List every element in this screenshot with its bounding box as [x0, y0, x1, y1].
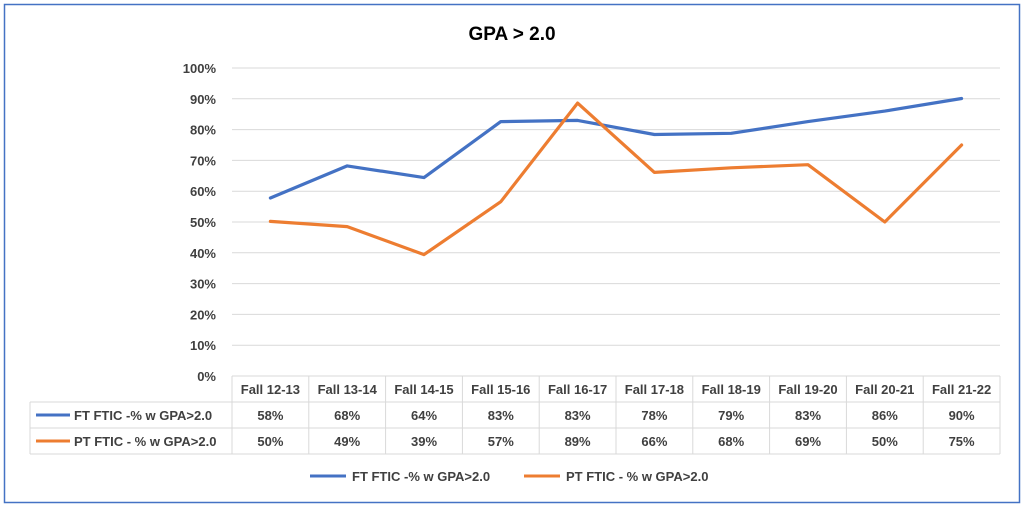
table-cell-value: 86% [872, 408, 898, 423]
y-tick-label: 50% [190, 215, 216, 230]
x-category-label: Fall 12-13 [241, 382, 300, 397]
y-tick-label: 90% [190, 92, 216, 107]
table-series-name: FT FTIC -% w GPA>2.0 [74, 408, 212, 423]
table-cell-value: 83% [488, 408, 514, 423]
table-cell-value: 75% [949, 434, 975, 449]
table-cell-value: 57% [488, 434, 514, 449]
data-table: Fall 12-13 Fall 13-14 Fall 14-15 Fall 15-16… [29, 376, 1001, 455]
x-category-label: Fall 19-20 [778, 382, 837, 397]
y-tick-label: 30% [190, 277, 216, 292]
y-tick-label: 20% [190, 307, 216, 322]
table-cell-value: 83% [795, 408, 821, 423]
table-cell-value: 64% [411, 408, 437, 423]
y-tick-label: 60% [190, 184, 216, 199]
table-cell-value: 78% [641, 408, 667, 423]
table-cell-value: 69% [795, 434, 821, 449]
x-category-label: Fall 18-19 [702, 382, 761, 397]
table-cell-value: 49% [334, 434, 360, 449]
x-category-label: Fall 20-21 [855, 382, 914, 397]
table-cell-value: 89% [565, 434, 591, 449]
series-lines [268, 96, 964, 257]
x-category-label: Fall 16-17 [548, 382, 607, 397]
legend-label: FT FTIC -% w GPA>2.0 [352, 469, 490, 484]
x-category-label: Fall 15-16 [471, 382, 530, 397]
y-tick-label: 100% [183, 61, 217, 76]
y-tick-label: 10% [190, 338, 216, 353]
table-cell-value: 50% [257, 434, 283, 449]
x-category-label: Fall 14-15 [394, 382, 453, 397]
y-tick-label: 70% [190, 153, 216, 168]
x-category-label: Fall 17-18 [625, 382, 684, 397]
table-cell-value: 39% [411, 434, 437, 449]
y-axis-ticks: 0% 10% 20% 30% 40% 50% 60% 70% 80% 90% 100% [183, 61, 217, 384]
table-cell-value: 68% [718, 434, 744, 449]
legend-label: PT FTIC - % w GPA>2.0 [566, 469, 708, 484]
table-cell-value: 90% [949, 408, 975, 423]
gridlines [232, 67, 1000, 377]
table-cell-value: 66% [641, 434, 667, 449]
x-category-label: Fall 21-22 [932, 382, 991, 397]
series-line-pt-ftic [268, 101, 964, 257]
chart-frame [3, 3, 1021, 504]
table-cell-value: 79% [718, 408, 744, 423]
table-series-name: PT FTIC - % w GPA>2.0 [74, 434, 216, 449]
y-tick-label: 40% [190, 246, 216, 261]
table-cell-value: 68% [334, 408, 360, 423]
legend: FT FTIC -% w GPA>2.0 PT FTIC - % w GPA>2.… [310, 469, 708, 484]
y-tick-label: 80% [190, 123, 216, 138]
chart-title: GPA > 2.0 [468, 24, 555, 45]
table-cell-value: 83% [565, 408, 591, 423]
y-tick-label: 0% [197, 369, 216, 384]
series-line-ft-ftic [268, 96, 964, 200]
table-cell-value: 50% [872, 434, 898, 449]
x-category-label: Fall 13-14 [318, 382, 378, 397]
table-cell-value: 58% [257, 408, 283, 423]
